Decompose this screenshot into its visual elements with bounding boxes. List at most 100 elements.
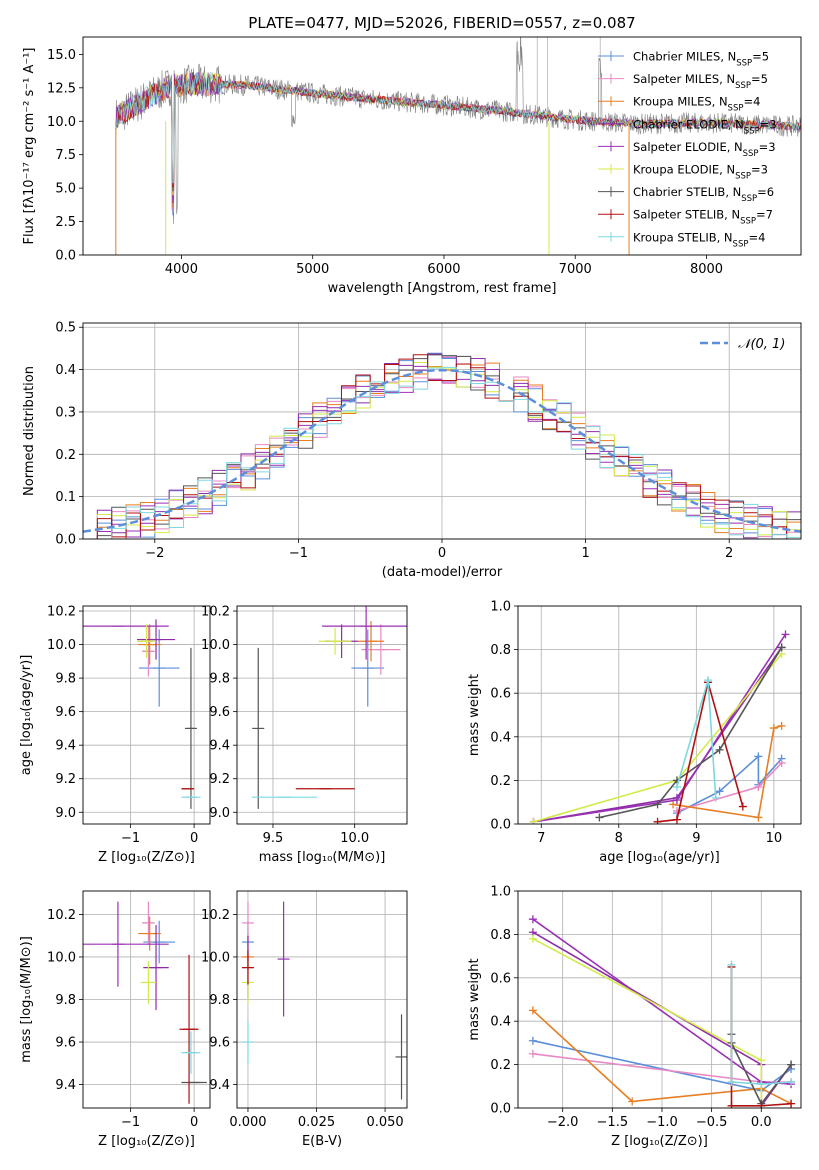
chart-title: PLATE=0477, MJD=52026, FIBERID=0557, z=0… xyxy=(248,14,635,32)
legend-name: Salpeter STELIB, N xyxy=(633,208,740,222)
histogram-salpeter_stelib xyxy=(83,354,801,539)
point-marker xyxy=(769,724,778,733)
grid xyxy=(83,891,210,1108)
y-tick-label: 10.0 xyxy=(47,950,76,965)
series-chabrier_elodie xyxy=(533,646,783,823)
errorbar-point xyxy=(142,626,155,677)
legend-sub: SSP xyxy=(740,217,756,227)
point-marker xyxy=(528,915,537,924)
y-tick-label: 9.2 xyxy=(209,772,230,787)
errorbar-point xyxy=(142,901,155,945)
point-marker xyxy=(653,800,662,809)
x-tick-label: 6000 xyxy=(427,262,460,277)
x-tick-label: 4000 xyxy=(165,262,198,277)
legend-eq: =5 xyxy=(752,50,769,64)
point-marker xyxy=(757,1080,766,1089)
axes-frame xyxy=(517,890,802,1109)
y-tick-label: 9.6 xyxy=(209,705,230,720)
y-tick-label: 10.0 xyxy=(201,950,230,965)
point-marker xyxy=(757,1056,766,1065)
legend-sub: SSP xyxy=(736,59,752,69)
chart-residuals: −2 −1 0 1 2 0.0 0.1 0.2 0.3 0.4 0.5 (data-model)/er… xyxy=(22,321,802,580)
x-tick-label: 10 xyxy=(766,831,783,846)
x-tick-label: 0 xyxy=(438,546,446,561)
errorbar-point xyxy=(361,624,401,675)
legend-sub: SSP xyxy=(744,126,760,136)
errorbar-point xyxy=(138,916,162,951)
y-tick-label: 9.2 xyxy=(55,772,76,787)
axes-frame xyxy=(82,36,802,256)
y-tick-label: 10.2 xyxy=(201,908,230,923)
y-tick-label: 9.4 xyxy=(55,739,76,754)
y-axis-label: age [log₁₀(age/yr)] xyxy=(19,655,34,776)
y-tick-label: 9.4 xyxy=(209,1078,230,1093)
series-kroupa_miles xyxy=(672,725,782,819)
point-marker xyxy=(754,813,763,822)
point-marker xyxy=(529,817,538,824)
point-marker xyxy=(727,1101,736,1108)
errorbar-point xyxy=(138,629,180,707)
point-marker xyxy=(528,1036,537,1045)
errorbar-point xyxy=(318,627,352,655)
x-tick-label: 0.000 xyxy=(229,1115,266,1130)
y-tick-label: 0.2 xyxy=(55,448,76,463)
point-marker xyxy=(715,745,724,754)
chart-spectrum: 4000 5000 6000 7000 8000 0.0 2.5 5.0 7.5 10.0 12.5… xyxy=(22,14,802,296)
point-marker xyxy=(669,800,678,809)
x-tick-label: 1 xyxy=(581,546,589,561)
y-tick-label: 0.6 xyxy=(490,687,511,702)
y-tick-label: 0.0 xyxy=(490,818,511,833)
errorbar-point xyxy=(322,606,407,660)
y-tick-label: 9.4 xyxy=(55,1078,76,1093)
errorbar-point xyxy=(357,621,385,662)
x-axis-label: wavelength [Angstrom, rest frame] xyxy=(328,281,557,296)
legend-name: Kroupa ELODIE, N xyxy=(633,163,735,177)
point-marker xyxy=(787,1077,796,1086)
y-tick-label: 2.5 xyxy=(55,215,76,230)
x-tick-label: −1.0 xyxy=(646,1115,678,1130)
series-salpeter_elodie xyxy=(533,633,787,823)
y-tick-label: 0.8 xyxy=(490,928,511,943)
axes-frame xyxy=(82,605,211,825)
legend-name: Kroupa MILES, N xyxy=(633,95,728,109)
y-tick-label: 0.5 xyxy=(55,321,76,336)
y-tick-label: 10.2 xyxy=(47,605,76,620)
x-tick-label: 0.0 xyxy=(751,1115,772,1130)
plot-area xyxy=(83,352,801,539)
legend-entry: Salpeter MILES, NSSP=5 xyxy=(633,72,768,91)
errorbar-point xyxy=(241,1020,254,1064)
y-tick-label: 10.0 xyxy=(47,115,76,130)
x-tick-label: 0 xyxy=(190,831,198,846)
y-tick-label: 0.1 xyxy=(55,490,76,505)
legend-entry: Kroupa MILES, NSSP=4 xyxy=(633,95,760,114)
y-axis-label: mass weight xyxy=(467,674,482,756)
series-chabrier_miles xyxy=(676,754,783,814)
legend-name: Salpeter MILES, N xyxy=(633,72,735,86)
x-axis-label: Z [log₁₀(Z/Z⊙)] xyxy=(98,1134,195,1149)
point-marker xyxy=(628,1097,637,1106)
y-tick-label: 10.2 xyxy=(201,605,230,620)
plot-area xyxy=(251,606,407,809)
y-tick-label: 9.4 xyxy=(209,739,230,754)
y-tick-label: 10.2 xyxy=(47,908,76,923)
point-marker xyxy=(727,960,736,969)
legend-sub: SSP xyxy=(743,149,759,159)
x-axis-label: E(B-V) xyxy=(302,1134,342,1149)
y-tick-label: 0.0 xyxy=(490,1102,511,1117)
point-marker xyxy=(528,1006,537,1015)
point-marker xyxy=(777,721,786,730)
axes-frame xyxy=(236,890,408,1109)
plot-area xyxy=(241,901,407,1100)
x-tick-label: 7 xyxy=(537,831,545,846)
x-tick-label: −1.5 xyxy=(597,1115,629,1130)
legend-sub: SSP xyxy=(728,104,744,114)
series-salpeter_stelib xyxy=(657,682,744,823)
legend-entry: 𝒩(0, 1) xyxy=(738,337,785,352)
axes-frame xyxy=(236,605,408,825)
point-marker xyxy=(715,787,724,796)
legend-name: Kroupa STELIB, N xyxy=(633,230,733,244)
y-tick-label: 0.8 xyxy=(490,643,511,658)
y-axis-label: Normed distribution xyxy=(22,366,37,496)
legend-entry: Salpeter STELIB, NSSP=7 xyxy=(633,208,773,227)
